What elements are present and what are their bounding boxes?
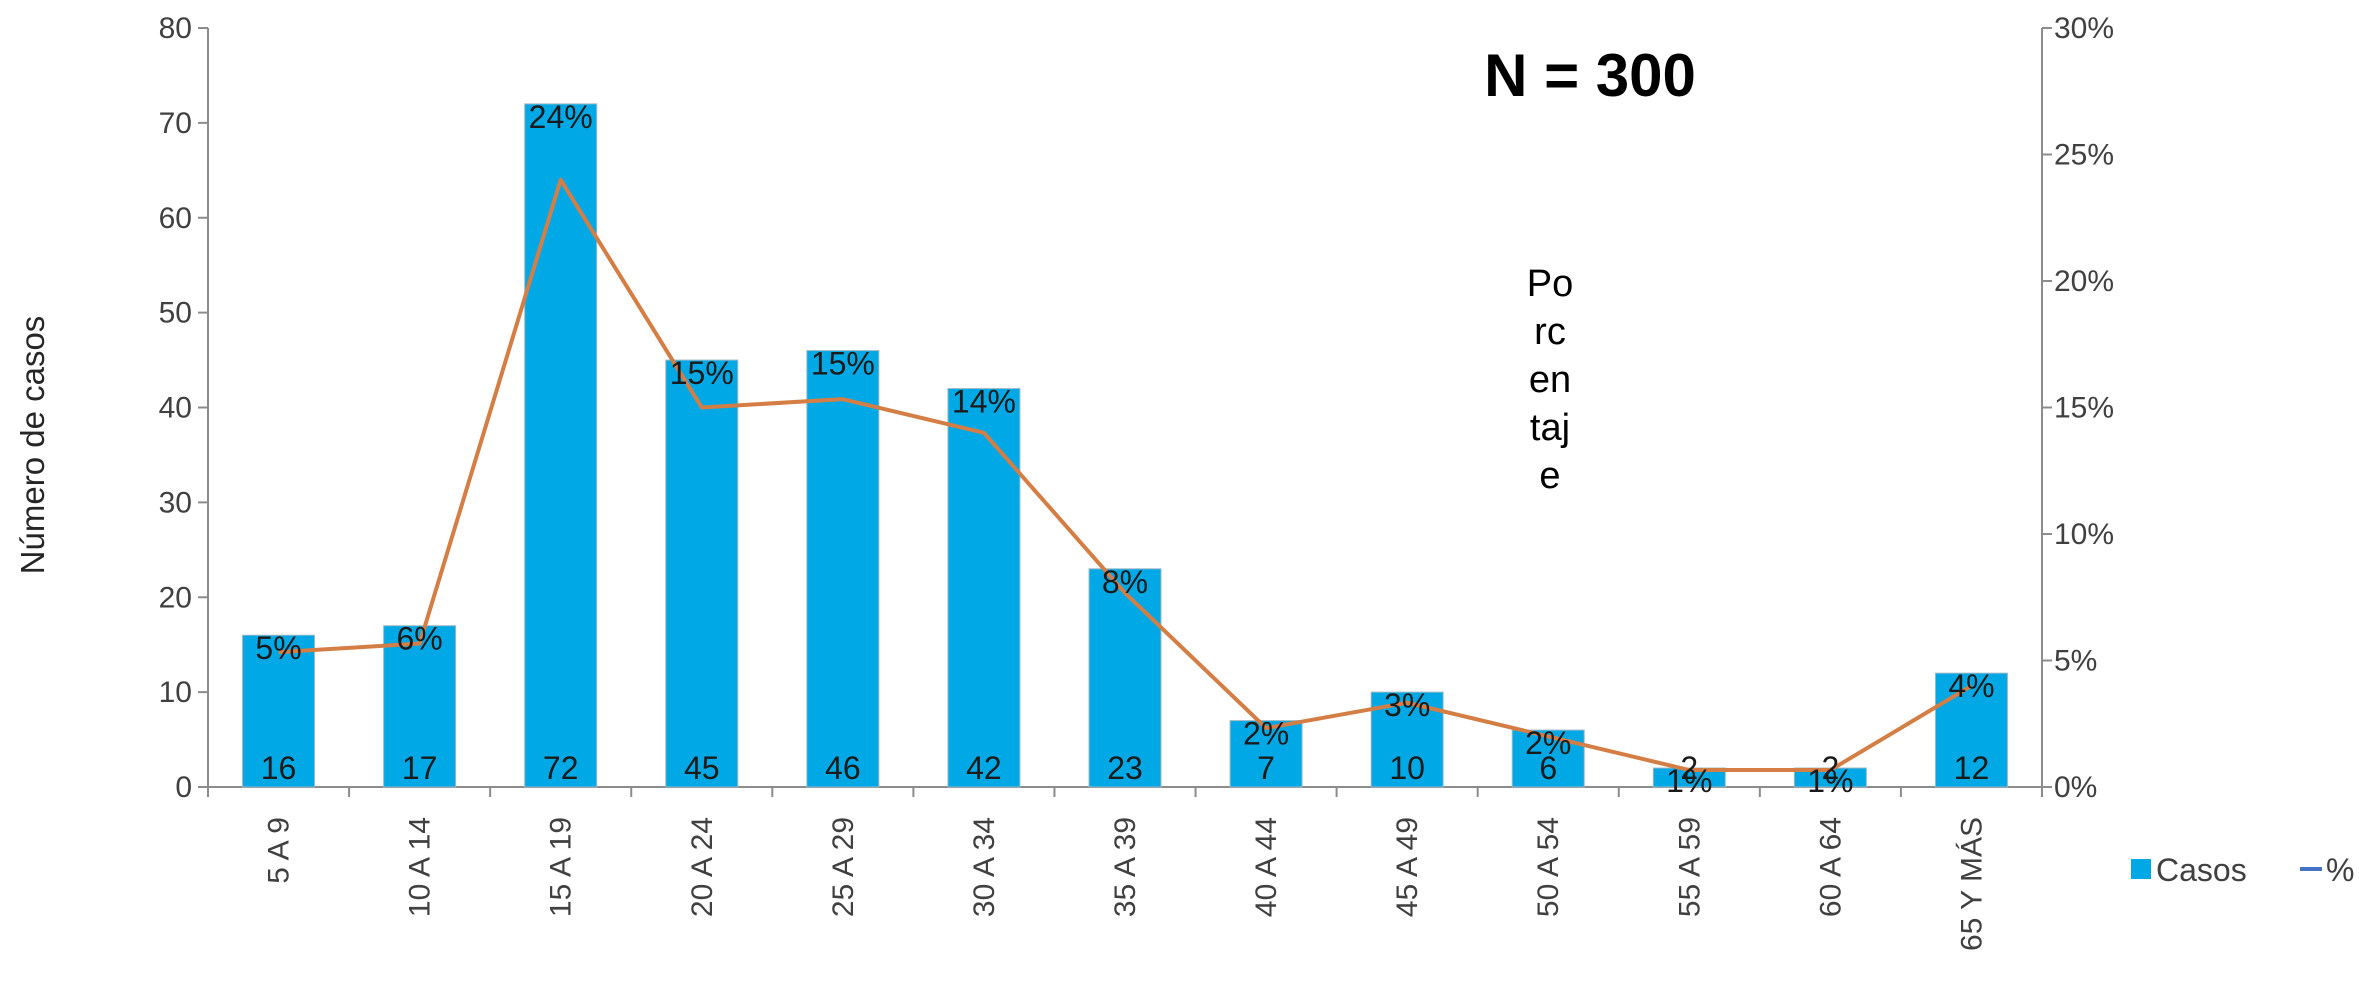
bar-casos (383, 625, 457, 788)
y2-axis-title-line: taj (1530, 407, 1570, 449)
bar-casos (1229, 720, 1303, 788)
bar-casos (242, 634, 316, 788)
percent-label: 3% (1384, 687, 1430, 723)
bar-value-label: 72 (543, 750, 579, 786)
x-tick-label: 60 A 64 (1814, 817, 1847, 917)
x-tick-label: 55 A 59 (1673, 817, 1706, 917)
percent-label: 24% (529, 99, 593, 135)
legend-label-casos: Casos (2156, 852, 2247, 888)
bar-value-label: 2 (1821, 750, 1839, 786)
x-tick-label: 35 A 39 (1109, 817, 1142, 917)
bar-value-label: 42 (966, 750, 1002, 786)
percent-label: 15% (670, 355, 734, 391)
y2-tick-label: 10% (2054, 518, 2114, 551)
y-tick-label: 60 (159, 202, 192, 235)
y-tick-label: 50 (159, 297, 192, 330)
bar-casos (524, 103, 598, 788)
y2-axis-title-line: e (1539, 455, 1560, 497)
y2-tick-label: 0% (2054, 771, 2097, 804)
x-tick-label: 50 A 54 (1532, 817, 1565, 917)
percent-label: 4% (1948, 668, 1994, 704)
percent-label: 15% (811, 346, 875, 382)
bar-casos (1511, 729, 1585, 788)
x-tick-label: 20 A 24 (686, 817, 719, 917)
bar-casos (806, 350, 880, 788)
line-percent (278, 177, 1973, 773)
y-tick-label: 80 (159, 12, 192, 45)
bar-value-label: 6 (1539, 750, 1557, 786)
x-tick-label: 30 A 34 (968, 817, 1001, 917)
x-tick-label: 45 A 49 (1391, 817, 1424, 917)
y-tick-label: 10 (159, 676, 192, 709)
percent-label: 14% (952, 384, 1016, 420)
y2-axis-title-line: Po (1527, 263, 1573, 305)
x-tick-label: 65 Y MÁS (1955, 817, 1988, 951)
line-layer (278, 177, 1973, 773)
percent-label: 2% (1525, 725, 1571, 761)
legend-swatch-casos (2131, 859, 2151, 879)
y-axis-title: Número de casos (14, 316, 51, 575)
y-tick-label: 30 (159, 486, 192, 519)
bar-value-label: 12 (1954, 750, 1990, 786)
y-tick-label: 0 (175, 771, 192, 804)
bars-layer (242, 103, 2008, 788)
x-tick-label: 10 A 14 (404, 817, 437, 917)
y2-tick-label: 30% (2054, 12, 2114, 45)
y-tick-label: 40 (159, 392, 192, 425)
y2-tick-label: 25% (2054, 139, 2114, 172)
percent-label: 1% (1807, 763, 1853, 799)
y2-axis-title-line: rc (1534, 311, 1566, 353)
bar-value-label: 2 (1680, 750, 1698, 786)
legend: Casos % (2131, 852, 2354, 888)
bar-casos (947, 388, 1021, 788)
bar-value-label: 7 (1257, 750, 1275, 786)
y2-tick-label: 15% (2054, 392, 2114, 425)
bar-casos (665, 359, 739, 788)
x-tick-label: 15 A 19 (545, 817, 578, 917)
y-tick-label: 70 (159, 107, 192, 140)
bar-casos (1088, 568, 1162, 788)
n-annotation: N = 300 (1484, 42, 1696, 109)
percent-label: 6% (396, 621, 442, 657)
percent-label: 8% (1102, 564, 1148, 600)
percent-label: 1% (1666, 763, 1712, 799)
y2-tick-label: 5% (2054, 645, 2097, 678)
x-tick-label: 40 A 44 (1250, 817, 1283, 917)
y2-axis-title: Po rc en taj e (1527, 263, 1573, 497)
y-tick-label: 20 (159, 581, 192, 614)
y2-tick-label: 20% (2054, 265, 2114, 298)
legend-label-percent: % (2326, 852, 2354, 888)
bar-value-label: 45 (684, 750, 720, 786)
percent-label: 2% (1243, 716, 1289, 752)
percent-label: 5% (255, 630, 301, 666)
bar-value-label: 46 (825, 750, 861, 786)
labels-layer: 16 17 72 45 46 42 23 7 10 6 2 2 12 5% 6% 24% 15% 15% 14% 8%… (255, 99, 1994, 799)
bar-value-label: 17 (402, 750, 438, 786)
x-tick-label: 25 A 29 (827, 817, 860, 917)
bar-casos (1934, 672, 2008, 788)
bar-value-label: 10 (1389, 750, 1425, 786)
y2-axis-title-line: en (1529, 359, 1571, 401)
bar-value-label: 23 (1107, 750, 1143, 786)
x-tick-label: 5 A 9 (263, 817, 296, 884)
bar-value-label: 16 (261, 750, 297, 786)
